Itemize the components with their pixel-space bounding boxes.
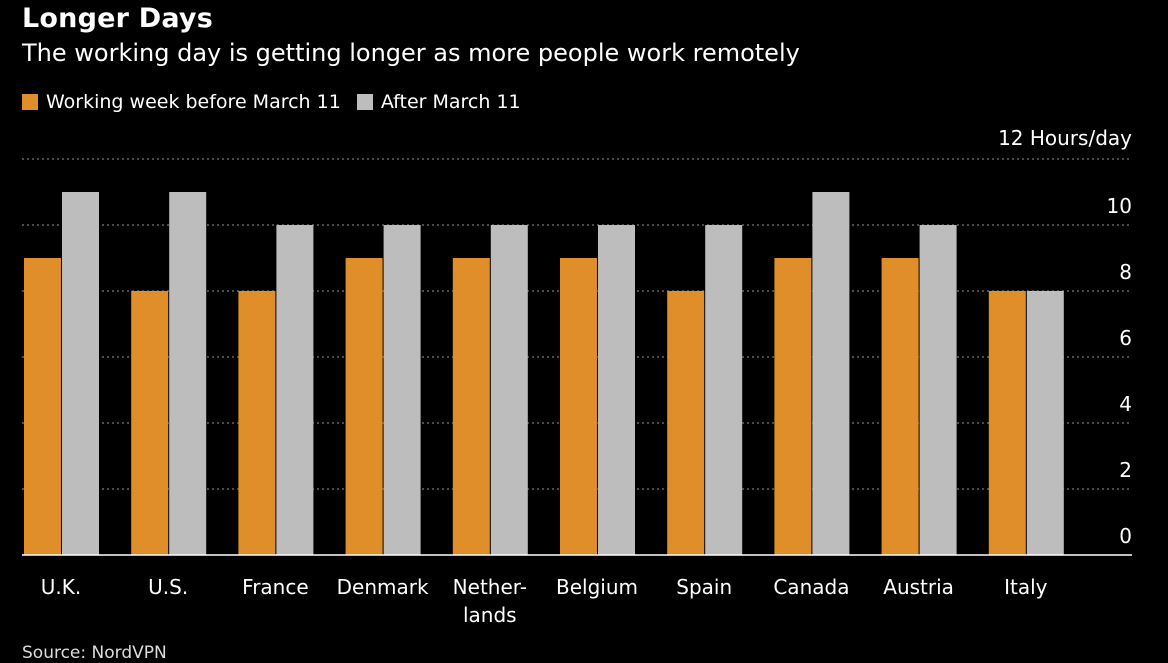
bar-after: [383, 225, 421, 555]
y-tick-label: 2: [1119, 458, 1132, 482]
y-tick-label: 0: [1119, 524, 1132, 548]
x-tick-label: Canada: [773, 575, 849, 599]
chart-title: Longer Days: [22, 3, 214, 34]
source-note: Source: NordVPN: [22, 643, 167, 663]
bar-after: [598, 225, 635, 555]
legend: Working week before March 11 After March…: [22, 91, 537, 113]
bar-before: [560, 258, 597, 555]
bar-before: [238, 291, 276, 555]
x-tick-label: U.K.: [41, 575, 81, 599]
legend-swatch-after: [356, 94, 373, 110]
x-tick-label: Nether-: [453, 575, 527, 599]
legend-label-before: Working week before March 11: [46, 91, 341, 113]
x-tick-label: U.S.: [148, 575, 188, 599]
bar-before: [667, 291, 705, 555]
x-tick-label: Denmark: [337, 575, 429, 599]
y-tick-label: 10: [1107, 194, 1132, 218]
bar-after: [919, 225, 957, 555]
legend-label-after: After March 11: [380, 91, 521, 113]
bar-before: [774, 258, 812, 555]
x-tick-label: Italy: [1004, 575, 1048, 599]
bar-after: [490, 225, 528, 555]
bar-after: [169, 192, 207, 555]
x-tick-label: Spain: [676, 575, 732, 599]
bar-before: [345, 258, 383, 555]
x-tick-label: Belgium: [556, 575, 638, 599]
y-tick-label: 6: [1119, 326, 1132, 350]
bar-after: [705, 225, 743, 555]
bar-after: [62, 192, 99, 555]
bar-after: [812, 192, 850, 555]
bar-before: [24, 258, 61, 555]
y-tick-label: 4: [1119, 392, 1132, 416]
legend-item-before: Working week before March 11: [22, 91, 341, 113]
bar-before: [988, 291, 1026, 555]
legend-item-after: After March 11: [356, 91, 521, 113]
bar-before: [131, 291, 169, 555]
chart-subtitle: The working day is getting longer as mor…: [22, 39, 800, 67]
bar-before: [452, 258, 490, 555]
x-tick-label: Austria: [883, 575, 954, 599]
y-tick-label: 8: [1119, 260, 1132, 284]
x-tick-label: lands: [463, 603, 517, 627]
y-tick-label-top: 12 Hours/day: [998, 126, 1132, 150]
bar-after: [276, 225, 314, 555]
legend-swatch-before: [22, 94, 38, 110]
bar-before: [881, 258, 919, 555]
bar-after: [1026, 291, 1064, 555]
x-tick-label: France: [242, 575, 309, 599]
